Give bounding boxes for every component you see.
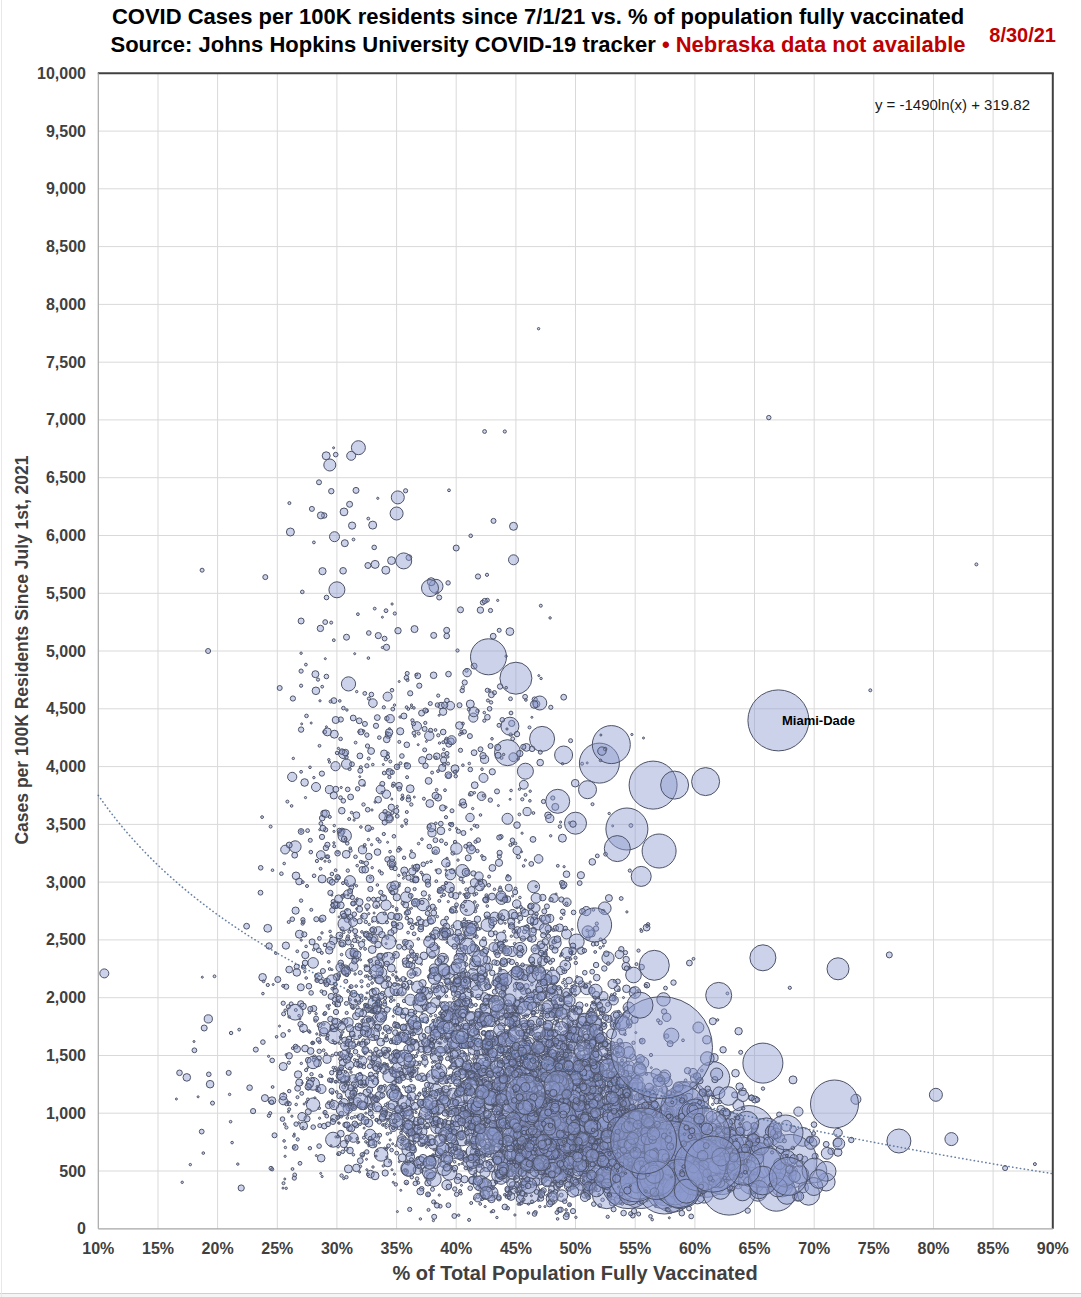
svg-text:30%: 30%: [321, 1240, 353, 1257]
svg-text:7,000: 7,000: [46, 411, 86, 428]
svg-text:2,000: 2,000: [46, 989, 86, 1006]
svg-text:Miami-Dade: Miami-Dade: [782, 713, 855, 728]
svg-text:35%: 35%: [381, 1240, 413, 1257]
svg-text:70%: 70%: [798, 1240, 830, 1257]
svg-text:40%: 40%: [440, 1240, 472, 1257]
svg-text:% of Total Population Fully Va: % of Total Population Fully Vaccinated: [392, 1262, 757, 1284]
svg-text:6,500: 6,500: [46, 469, 86, 486]
svg-text:90%: 90%: [1037, 1240, 1069, 1257]
svg-text:4,000: 4,000: [46, 758, 86, 775]
svg-text:60%: 60%: [679, 1240, 711, 1257]
svg-text:6,000: 6,000: [46, 527, 86, 544]
svg-text:10,000: 10,000: [37, 65, 86, 82]
svg-text:8/30/21: 8/30/21: [989, 24, 1056, 46]
svg-text:5,000: 5,000: [46, 643, 86, 660]
svg-text:5,500: 5,500: [46, 585, 86, 602]
svg-text:8,500: 8,500: [46, 238, 86, 255]
svg-text:55%: 55%: [619, 1240, 651, 1257]
svg-text:1,000: 1,000: [46, 1105, 86, 1122]
svg-text:3,000: 3,000: [46, 874, 86, 891]
svg-text:0: 0: [77, 1220, 86, 1237]
svg-text:500: 500: [59, 1163, 86, 1180]
svg-text:80%: 80%: [917, 1240, 949, 1257]
svg-text:45%: 45%: [500, 1240, 532, 1257]
svg-text:20%: 20%: [202, 1240, 234, 1257]
svg-text:Cases per 100K Residents Since: Cases per 100K Residents Since July 1st,…: [12, 455, 32, 844]
svg-text:25%: 25%: [261, 1240, 293, 1257]
svg-text:4,500: 4,500: [46, 700, 86, 717]
svg-text:3,500: 3,500: [46, 816, 86, 833]
svg-text:7,500: 7,500: [46, 354, 86, 371]
svg-text:15%: 15%: [142, 1240, 174, 1257]
svg-text:65%: 65%: [738, 1240, 770, 1257]
svg-text:9,000: 9,000: [46, 180, 86, 197]
svg-text:85%: 85%: [977, 1240, 1009, 1257]
svg-text:9,500: 9,500: [46, 123, 86, 140]
svg-text:2,500: 2,500: [46, 931, 86, 948]
svg-text:Source: Johns Hopkins Universi: Source: Johns Hopkins University COVID-1…: [110, 32, 965, 57]
svg-text:50%: 50%: [559, 1240, 591, 1257]
svg-text:1,500: 1,500: [46, 1047, 86, 1064]
svg-text:8,000: 8,000: [46, 296, 86, 313]
svg-text:y = -1490ln(x) + 319.82: y = -1490ln(x) + 319.82: [875, 96, 1030, 113]
svg-text:COVID Cases per 100K residents: COVID Cases per 100K residents since 7/1…: [112, 4, 964, 29]
svg-text:10%: 10%: [82, 1240, 114, 1257]
svg-text:75%: 75%: [858, 1240, 890, 1257]
